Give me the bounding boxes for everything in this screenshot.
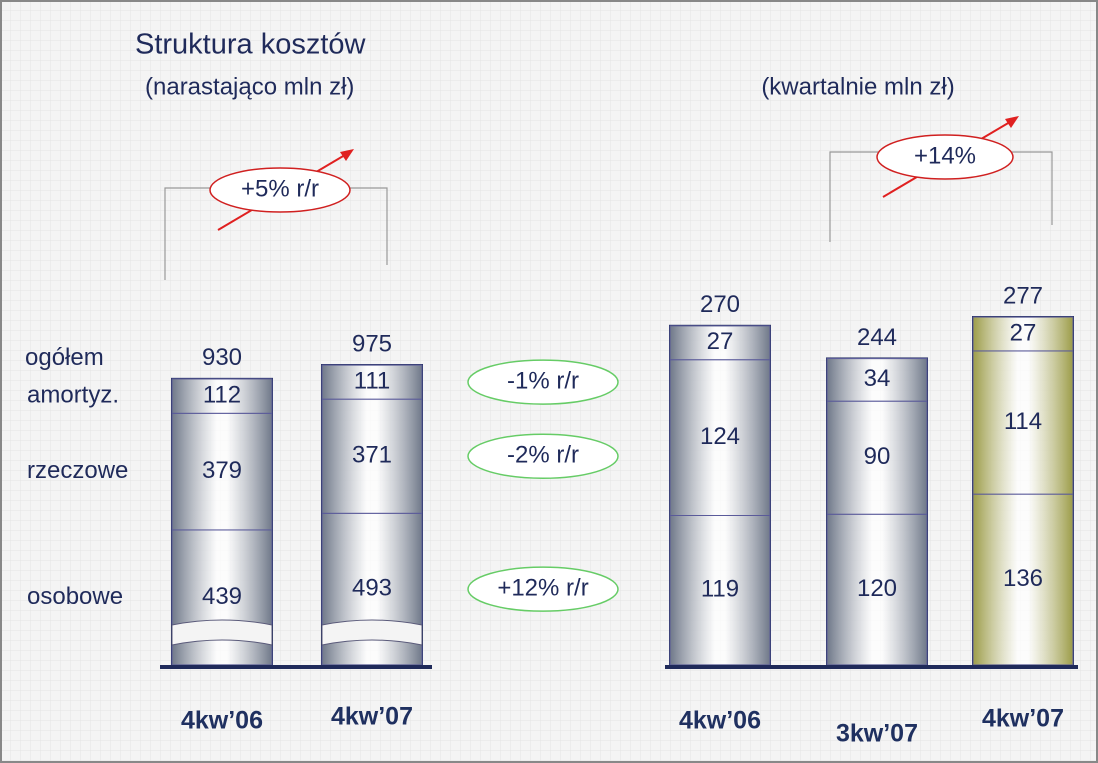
- x-tick-label: 4kw’06: [181, 707, 263, 735]
- change-pill: [467, 359, 619, 405]
- change-label: -2% r/r: [507, 442, 579, 469]
- change-pill: [467, 566, 619, 612]
- segment-label: 124: [700, 423, 740, 450]
- total-label: 277: [1003, 282, 1043, 309]
- total-label: 975: [352, 330, 392, 357]
- bar-segment: [669, 325, 771, 361]
- segment-label: 136: [1003, 565, 1043, 592]
- bar-segment: [826, 357, 928, 402]
- x-tick-label: 3kw’07: [836, 720, 918, 748]
- bar-segment: [826, 400, 928, 515]
- bar-segment: [321, 364, 423, 400]
- series-label: amortyz.: [27, 381, 119, 408]
- series-label: osobowe: [27, 583, 123, 610]
- segment-label: 34: [864, 365, 891, 392]
- chart-subtitle: (kwartalnie mln zł): [761, 73, 954, 100]
- bar-segment: [669, 514, 771, 666]
- segment-label: 111: [354, 367, 390, 394]
- axis-break: [171, 619, 273, 646]
- total-label: 244: [857, 324, 897, 351]
- x-tick-label: 4kw’06: [679, 707, 761, 735]
- segment-label: 379: [202, 457, 242, 484]
- growth-pill: [876, 134, 1014, 180]
- segment-label: 493: [352, 574, 392, 601]
- segment-label: 371: [352, 442, 392, 469]
- series-label: rzeczowe: [27, 457, 128, 484]
- total-caption: ogółem: [25, 344, 104, 371]
- bar-segment: [669, 359, 771, 516]
- x-tick-label: 4kw’07: [331, 703, 413, 731]
- segment-label: 439: [202, 583, 242, 610]
- bar-segment: [972, 350, 1074, 495]
- total-label: 930: [202, 344, 242, 371]
- change-label: +12% r/r: [497, 574, 588, 601]
- bar-segment: [972, 316, 1074, 352]
- segment-label: 27: [1010, 319, 1037, 346]
- total-label: 270: [700, 291, 740, 318]
- x-tick-label: 4kw’07: [982, 705, 1064, 733]
- segment-label: 90: [864, 443, 891, 470]
- growth-label: +14%: [914, 142, 976, 169]
- segment-label: 112: [203, 381, 241, 408]
- growth-label: +5% r/r: [241, 175, 319, 202]
- segment-label: 27: [707, 328, 734, 355]
- change-pill: [467, 433, 619, 479]
- arrow-head: [340, 149, 354, 161]
- bar-segment: [171, 412, 273, 531]
- bar-segment: [321, 398, 423, 514]
- growth-pill: [209, 167, 351, 213]
- axis-break: [321, 619, 423, 646]
- segment-label: 119: [701, 576, 739, 603]
- arrow-head: [1005, 116, 1019, 128]
- bar-segment: [972, 493, 1074, 666]
- change-label: -1% r/r: [507, 367, 579, 394]
- bar-segment: [171, 378, 273, 414]
- chart-subtitle: (narastająco mln zł): [145, 73, 354, 100]
- chart-title: Struktura kosztów: [135, 29, 367, 61]
- segment-label: 120: [857, 575, 897, 602]
- segment-label: 114: [1004, 408, 1042, 435]
